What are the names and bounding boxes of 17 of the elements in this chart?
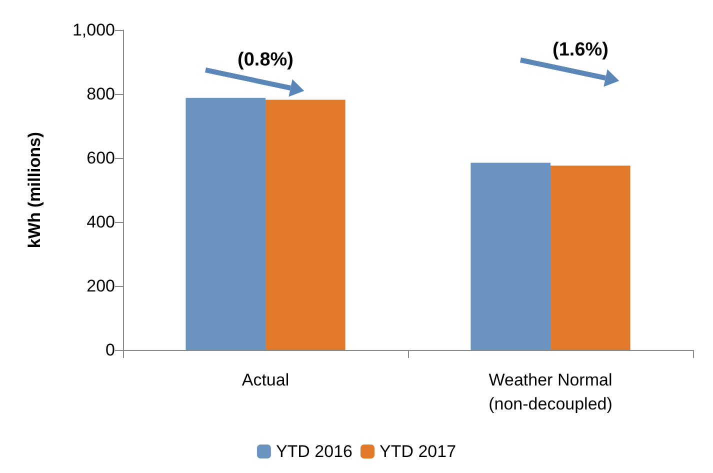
legend-label: YTD 2017 xyxy=(380,442,456,461)
legend-label: YTD 2016 xyxy=(276,442,353,461)
bar xyxy=(186,98,266,350)
x-tick-label: Weather Normal (non-decoupled) xyxy=(488,370,612,414)
bar xyxy=(550,166,630,350)
bar xyxy=(470,162,550,350)
y-tick-label: 1,000 xyxy=(72,20,115,40)
x-tick-label: Actual xyxy=(242,370,290,390)
y-tick-label: 200 xyxy=(86,276,115,296)
y-tick-label: 800 xyxy=(86,84,115,104)
bar xyxy=(266,100,346,350)
annotation: (0.8%) xyxy=(238,50,294,70)
y-tick-label: 400 xyxy=(86,212,115,232)
y-tick-label: 0 xyxy=(106,340,115,360)
annotation: (1.6%) xyxy=(552,40,608,60)
y-tick-label: 600 xyxy=(86,148,115,168)
y-axis-title: kWh (millions) xyxy=(25,132,44,248)
